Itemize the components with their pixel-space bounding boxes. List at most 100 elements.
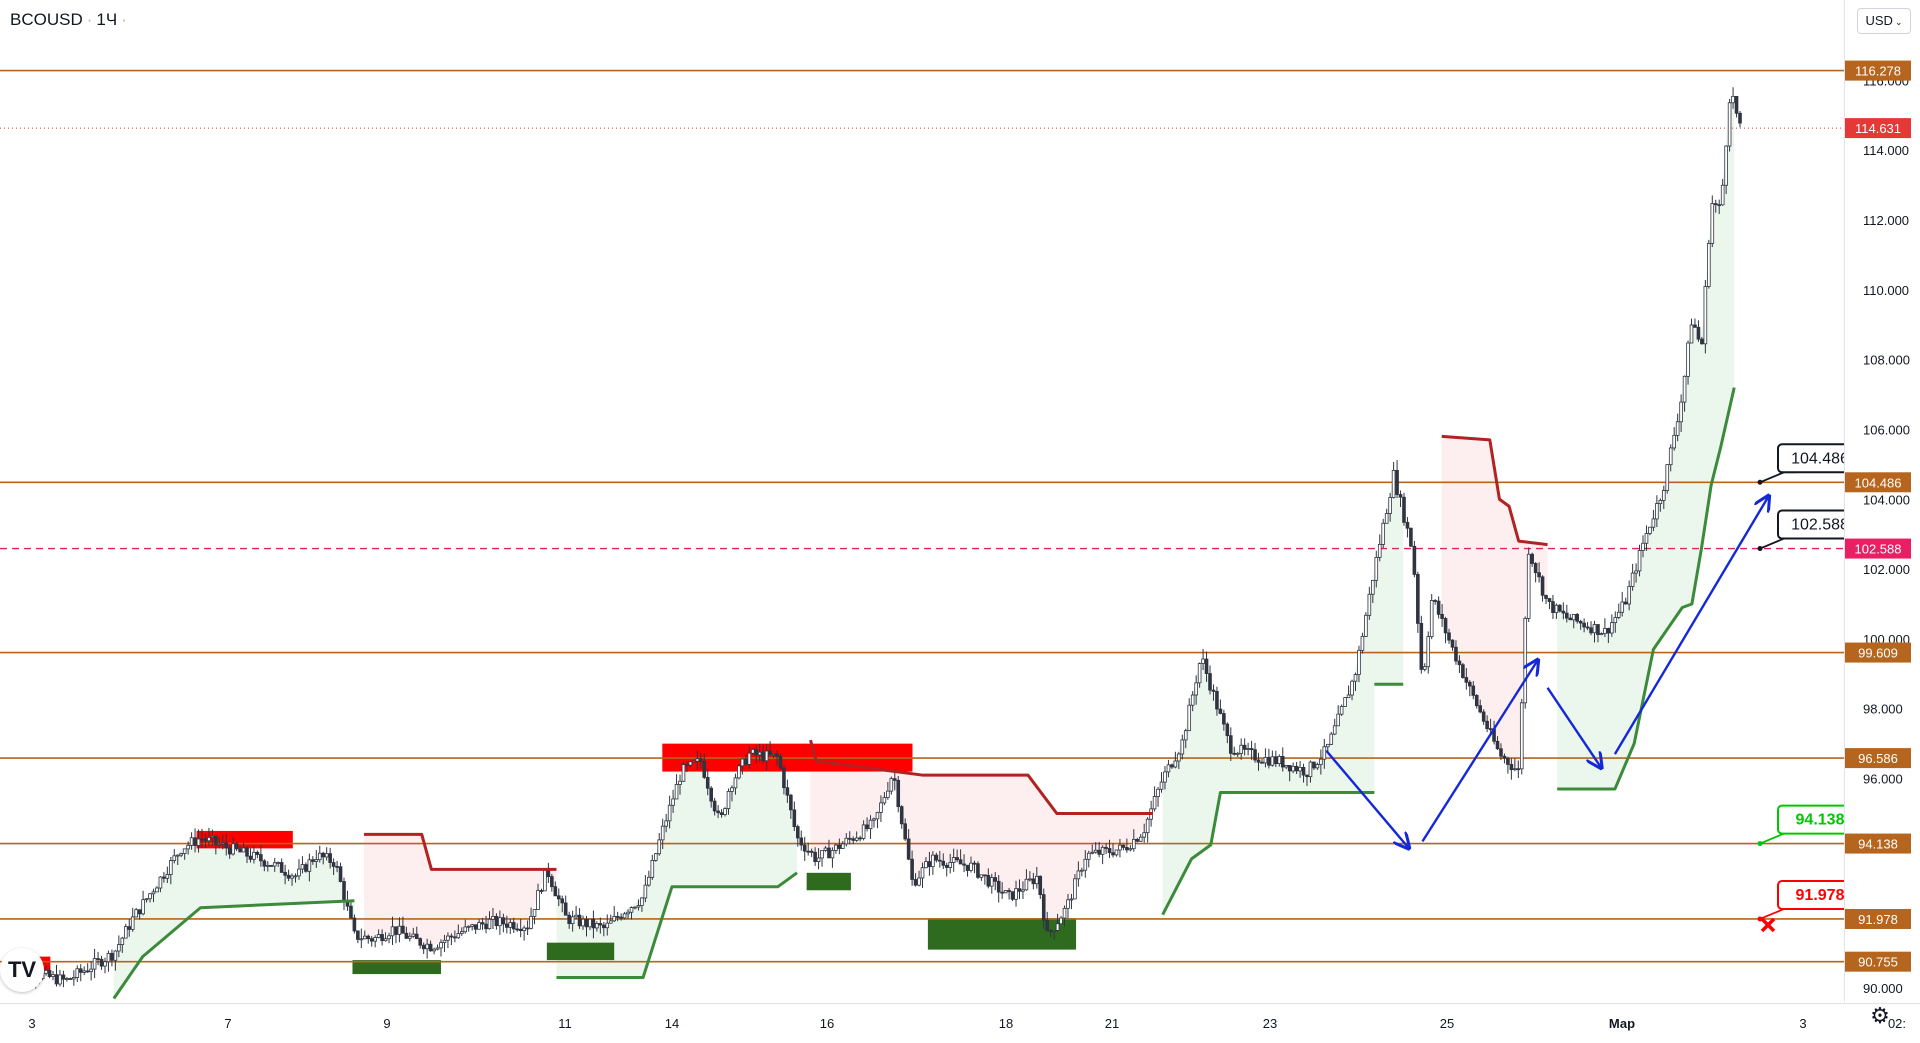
candle-body (636, 905, 641, 908)
candle-body (1727, 102, 1732, 147)
candle-body (505, 923, 509, 928)
candle-body (1703, 286, 1708, 345)
candle-body (802, 844, 807, 852)
candle-body (234, 843, 239, 850)
candle-body (1540, 576, 1545, 596)
candle-body (290, 875, 294, 879)
candle-body (1125, 847, 1129, 851)
symbol-name: BCOUSD (10, 10, 83, 29)
symbol-title[interactable]: BCOUSD · 1Ч · (10, 10, 131, 30)
supertrend-down-line (1441, 434, 1548, 547)
candle-body (1481, 711, 1486, 722)
candle-body (349, 905, 353, 919)
callout-pointer (1759, 471, 1796, 484)
candle-body (1724, 145, 1728, 186)
candle-body (130, 916, 135, 930)
candle-body (865, 824, 869, 830)
candle-body (61, 974, 66, 980)
candle-body (681, 764, 686, 782)
candle-body (248, 855, 253, 860)
candle-body (175, 854, 180, 857)
candle-body (657, 839, 662, 855)
candle-body (1412, 545, 1417, 575)
candle-body (612, 916, 616, 922)
candle-body (782, 767, 786, 789)
candle-body (501, 917, 506, 925)
candle-body (626, 911, 630, 915)
candle-body (1197, 663, 1202, 684)
candle-body (58, 974, 62, 985)
candle-body (1121, 844, 1126, 848)
candle-body (210, 835, 215, 838)
candle-body (1426, 636, 1431, 668)
price-scale[interactable] (1844, 0, 1920, 1002)
candle-body (1571, 614, 1576, 621)
candle-body (1644, 533, 1649, 544)
candle-body (1156, 788, 1160, 797)
candle-body (1731, 95, 1735, 104)
candle-body (938, 859, 942, 862)
callout-label: 102.588 (1791, 517, 1849, 534)
candle-body (286, 874, 291, 879)
candle-body (1336, 713, 1340, 727)
callout-pointer (1759, 537, 1796, 550)
candle-body (1194, 682, 1198, 696)
candle-body (1263, 757, 1268, 764)
candle-body (806, 850, 810, 853)
candle-body (733, 777, 738, 789)
candle-body (1589, 627, 1593, 634)
candle-body (809, 850, 814, 853)
candle-body (276, 862, 280, 864)
candle-body (1073, 878, 1077, 900)
candle-body (844, 837, 849, 845)
candle-body (795, 826, 800, 839)
demand-zone (352, 960, 441, 975)
candle-body (1021, 889, 1025, 892)
candle-body (705, 776, 710, 789)
candle-body (1696, 326, 1701, 340)
candle-body (498, 917, 502, 927)
candle-body (1187, 704, 1192, 732)
candle-body (1603, 628, 1607, 634)
candle-body (1377, 544, 1382, 558)
candle-body (480, 922, 485, 925)
candle-body (314, 859, 319, 862)
candle-body (75, 968, 80, 978)
candle-body (1045, 919, 1050, 932)
candle-body (1270, 756, 1275, 766)
candle-body (1287, 764, 1292, 772)
candle-body (1457, 660, 1462, 666)
gear-icon[interactable]: ⚙ (1870, 1004, 1890, 1029)
candle-body (255, 851, 260, 855)
candle-body (1641, 542, 1645, 551)
candle-body (1537, 572, 1541, 578)
currency-select[interactable]: USD ⌄ (1857, 8, 1911, 34)
projection-arrow (1546, 687, 1602, 768)
candle-body (44, 969, 48, 974)
supertrend-up-line (1557, 387, 1736, 791)
candle-body (1558, 604, 1562, 612)
candle-body (446, 935, 450, 941)
candle-body (1398, 494, 1403, 498)
candle-body (196, 838, 201, 846)
candle-body (1059, 917, 1063, 925)
time-scale[interactable] (0, 1003, 1920, 1043)
candle-body (1111, 852, 1115, 856)
uptrend-fill (1557, 94, 1735, 790)
candle-body (186, 844, 190, 850)
candle-body (1253, 749, 1257, 761)
candle-body (158, 876, 163, 889)
projection-arrow (1613, 496, 1769, 755)
candle-body (369, 938, 374, 942)
candle-body (1526, 553, 1531, 619)
candle-body (688, 761, 693, 766)
candle-body (279, 862, 284, 873)
tradingview-logo-icon[interactable]: TV (0, 948, 44, 992)
candle-body (331, 862, 336, 867)
candle-body (1353, 674, 1358, 682)
candle-body (1284, 764, 1289, 768)
candle-body (1118, 844, 1122, 851)
candle-body (1409, 527, 1413, 547)
demand-zone (546, 942, 615, 961)
